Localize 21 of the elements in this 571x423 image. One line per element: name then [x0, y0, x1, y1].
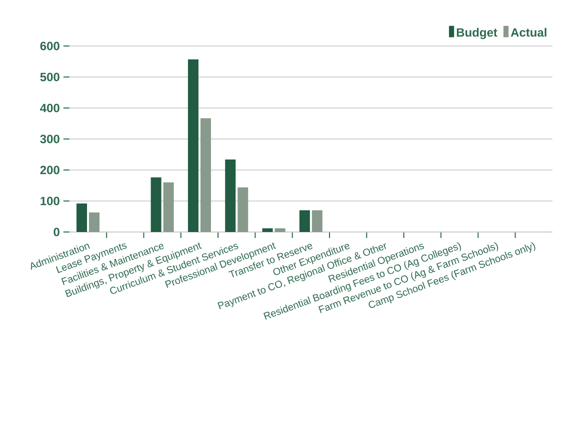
y-tick-label: 0: [54, 228, 60, 236]
bar: [188, 59, 198, 232]
bar: [262, 228, 273, 232]
bar: [312, 210, 322, 232]
legend-label: Actual: [510, 28, 546, 37]
y-tick-label: 400: [40, 104, 60, 112]
bar: [238, 187, 248, 232]
bar: [150, 177, 162, 232]
bar: [200, 118, 211, 232]
y-tick-label: 500: [40, 72, 60, 82]
y-tick-label: 200: [40, 166, 60, 174]
bar: [89, 212, 100, 232]
y-tick-label: 100: [40, 196, 60, 206]
bar: [76, 203, 88, 232]
y-tick-label: 300: [40, 134, 60, 144]
bar: [299, 210, 310, 232]
bar: [225, 159, 236, 232]
legend-label: Budget: [456, 28, 498, 40]
y-tick-label: 600: [40, 42, 60, 50]
bar: [163, 182, 174, 232]
bar: [274, 228, 286, 232]
